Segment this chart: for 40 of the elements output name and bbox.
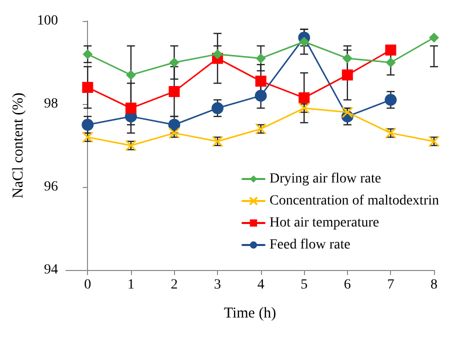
point: [212, 49, 223, 60]
x-tick-label: 6: [344, 278, 351, 292]
x-tick-label: 3: [214, 278, 222, 292]
point: [429, 32, 439, 43]
x-tick-label: 7: [387, 278, 394, 292]
x-tick-label: 5: [300, 278, 308, 292]
legend-label: Concentration of maltodextrin: [269, 194, 440, 208]
point: [125, 102, 136, 114]
point: [342, 53, 352, 64]
point: [255, 76, 266, 87]
x-tick-label: 2: [170, 278, 178, 292]
legend-label: Drying air flow rate: [269, 172, 382, 186]
point: [256, 53, 266, 64]
point: [212, 102, 224, 114]
x-axis-title: Time (h): [224, 306, 276, 322]
point: [126, 70, 136, 80]
point: [385, 44, 396, 56]
y-tick-label: 98: [44, 96, 58, 112]
point: [386, 58, 396, 68]
point: [254, 90, 267, 102]
y-tick-label: 100: [37, 14, 58, 28]
x-tick-label: 4: [257, 278, 264, 292]
legend-label: Hot air temperature: [269, 216, 380, 230]
x-tick-label: 0: [84, 278, 92, 292]
x-tick-label: 1: [127, 278, 134, 292]
point: [342, 69, 353, 80]
point: [169, 58, 180, 68]
y-tick-label: 96: [44, 180, 58, 194]
point: [168, 118, 180, 131]
x-tick-label: 8: [430, 278, 438, 292]
point: [168, 86, 180, 98]
y-tick-label: 94: [44, 262, 58, 278]
point: [384, 94, 397, 106]
point: [82, 118, 94, 131]
y-axis-title: NaCl content (%): [10, 92, 27, 198]
point: [298, 92, 310, 104]
point: [82, 49, 93, 60]
point: [82, 82, 94, 93]
point: [299, 36, 310, 47]
legend-label: Feed flow rate: [269, 238, 350, 252]
